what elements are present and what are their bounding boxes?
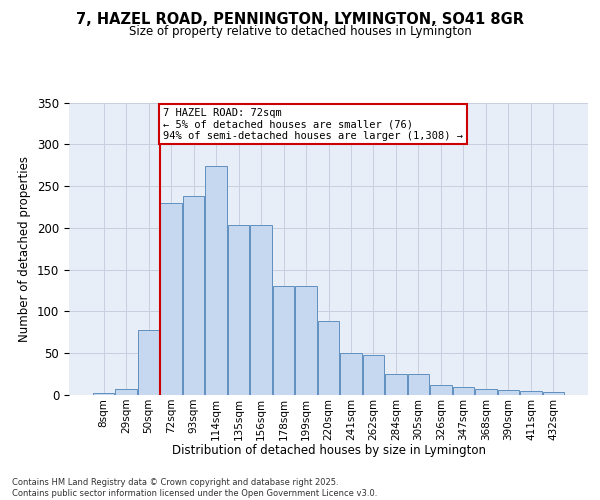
Bar	[452, 388, 475, 395]
Bar	[182, 196, 205, 395]
Bar	[227, 224, 250, 395]
Bar	[475, 389, 497, 395]
Bar	[160, 203, 182, 395]
Bar	[542, 392, 565, 395]
Bar	[205, 166, 227, 395]
Text: 7, HAZEL ROAD, PENNINGTON, LYMINGTON, SO41 8GR: 7, HAZEL ROAD, PENNINGTON, LYMINGTON, SO…	[76, 12, 524, 28]
Bar	[497, 390, 520, 395]
Text: Contains HM Land Registry data © Crown copyright and database right 2025.
Contai: Contains HM Land Registry data © Crown c…	[12, 478, 377, 498]
Bar	[362, 355, 385, 395]
Text: Size of property relative to detached houses in Lymington: Size of property relative to detached ho…	[128, 25, 472, 38]
Y-axis label: Number of detached properties: Number of detached properties	[19, 156, 31, 342]
Bar	[272, 286, 295, 395]
Text: 7 HAZEL ROAD: 72sqm
← 5% of detached houses are smaller (76)
94% of semi-detache: 7 HAZEL ROAD: 72sqm ← 5% of detached hou…	[163, 108, 463, 140]
Bar	[137, 330, 160, 395]
Bar	[295, 286, 317, 395]
X-axis label: Distribution of detached houses by size in Lymington: Distribution of detached houses by size …	[172, 444, 485, 457]
Bar	[92, 394, 115, 395]
Bar	[250, 224, 272, 395]
Bar	[520, 391, 542, 395]
Bar	[407, 374, 430, 395]
Bar	[385, 374, 407, 395]
Bar	[115, 389, 137, 395]
Bar	[317, 320, 340, 395]
Bar	[430, 385, 452, 395]
Bar	[340, 353, 362, 395]
